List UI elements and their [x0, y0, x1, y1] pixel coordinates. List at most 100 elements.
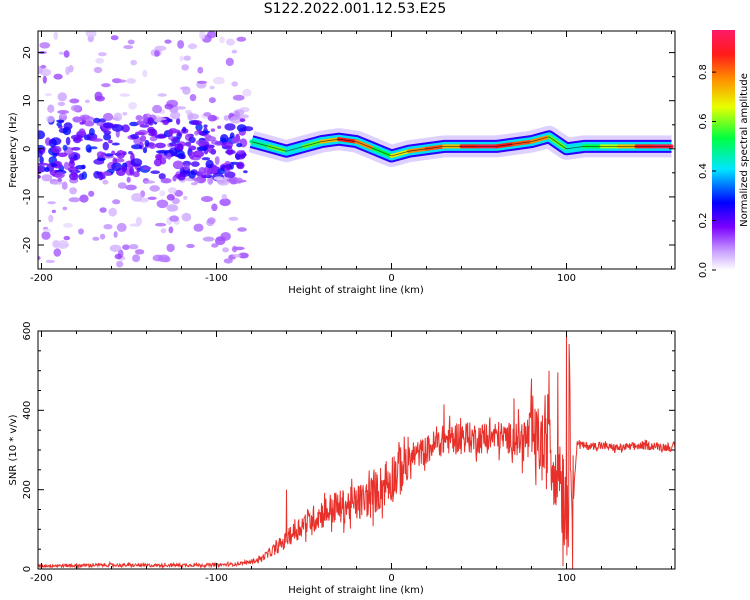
- x-tick-label: -200: [30, 273, 53, 284]
- noise-blob: [177, 40, 185, 49]
- noise-blob: [56, 119, 65, 123]
- x-tick-label: -100: [205, 273, 228, 284]
- noise-blob: [78, 228, 84, 235]
- colorbar-label: Normalized spectral amplitude: [739, 73, 750, 227]
- noise-blob: [203, 124, 208, 128]
- noise-blob: [155, 153, 163, 161]
- noise-blob: [63, 50, 70, 58]
- noise-blob: [176, 132, 182, 140]
- noise-blob: [139, 124, 150, 128]
- noise-blob: [142, 147, 148, 154]
- snr-x-label: Height of straight line (km): [288, 585, 424, 596]
- noise-blob: [108, 207, 117, 217]
- noise-blob: [47, 201, 56, 205]
- signal-ridge: [248, 125, 674, 167]
- noise-blob: [132, 171, 140, 178]
- noise-blob: [57, 152, 68, 158]
- noise-blob: [38, 166, 43, 175]
- noise-blob: [207, 176, 214, 185]
- noise-blob: [197, 66, 204, 74]
- noise-blob: [93, 117, 101, 124]
- noise-blob: [189, 94, 197, 102]
- noise-blob: [89, 128, 95, 136]
- noise-blob: [69, 172, 79, 181]
- noise-blob: [194, 130, 199, 136]
- noise-blob: [123, 45, 134, 50]
- noise-blob: [142, 69, 148, 78]
- noise-blob: [96, 151, 105, 159]
- noise-blob: [152, 104, 163, 114]
- noise-blob: [232, 94, 245, 101]
- noise-blob: [95, 57, 105, 64]
- noise-blob: [131, 144, 143, 150]
- noise-blob: [203, 166, 210, 176]
- noise-blob: [103, 130, 112, 135]
- noise-blob: [237, 114, 249, 119]
- noise-blob: [56, 240, 69, 249]
- noise-blob: [85, 31, 97, 38]
- noise-blob: [62, 144, 68, 151]
- noise-blob: [195, 123, 203, 131]
- noise-blob: [172, 175, 177, 182]
- noise-blob: [130, 158, 143, 167]
- noise-blob: [235, 177, 243, 184]
- noise-blob: [150, 170, 160, 174]
- noise-blob: [81, 171, 88, 180]
- noise-blob: [38, 149, 43, 158]
- noise-blob: [53, 73, 63, 80]
- noise-blob: [50, 145, 62, 154]
- noise-blob: [94, 91, 103, 101]
- snr-frame: [37, 330, 676, 570]
- noise-blob: [121, 124, 130, 133]
- noise-blob: [183, 195, 188, 200]
- noise-blob: [225, 57, 234, 67]
- noise-blob: [102, 141, 110, 151]
- noise-blob: [158, 254, 170, 263]
- noise-blob: [57, 177, 62, 183]
- noise-blob: [201, 157, 211, 161]
- noise-blob: [221, 194, 228, 200]
- noise-blob: [192, 177, 204, 181]
- noise-blob: [38, 174, 41, 179]
- noise-blob: [63, 122, 73, 130]
- noise-blob: [40, 64, 47, 69]
- noise-blob: [225, 149, 236, 155]
- colorbar-tick-label: 0.8: [698, 64, 709, 80]
- noise-blob: [240, 153, 247, 157]
- noise-blob: [129, 121, 139, 127]
- noise-blob: [223, 258, 233, 264]
- noise-blob: [188, 145, 197, 151]
- spectrogram-y-ticks: 20 10 0 -10 -20: [22, 46, 675, 270]
- noise-blob: [63, 223, 73, 228]
- noise-blob: [48, 138, 57, 148]
- noise-blob: [155, 150, 168, 154]
- noise-blob: [51, 209, 57, 213]
- noise-blob: [47, 104, 55, 113]
- noise-blob: [169, 142, 177, 147]
- noise-blob: [46, 115, 55, 123]
- noise-blob: [154, 134, 167, 139]
- noise-blob: [44, 93, 52, 97]
- noise-blob: [156, 199, 169, 209]
- noise-blob: [160, 178, 172, 184]
- noise-blob: [102, 179, 109, 185]
- noise-blob: [99, 207, 107, 213]
- noise-blob: [168, 147, 178, 157]
- noise-blob: [128, 151, 133, 155]
- noise-blob: [172, 160, 184, 170]
- noise-blob: [243, 170, 248, 174]
- noise-blob: [203, 112, 212, 117]
- ridge-trace: [251, 136, 672, 157]
- noise-blob: [201, 130, 211, 134]
- noise-blob: [68, 197, 81, 203]
- x-tick-label: 100: [557, 573, 576, 584]
- noise-blob: [122, 244, 130, 250]
- noise-blob: [208, 97, 216, 104]
- noise-blob: [148, 131, 157, 137]
- noise-blob: [231, 81, 239, 87]
- noise-blob: [222, 247, 230, 253]
- noise-blob: [130, 59, 138, 66]
- noise-blob: [69, 156, 75, 165]
- noise-blob: [142, 166, 152, 170]
